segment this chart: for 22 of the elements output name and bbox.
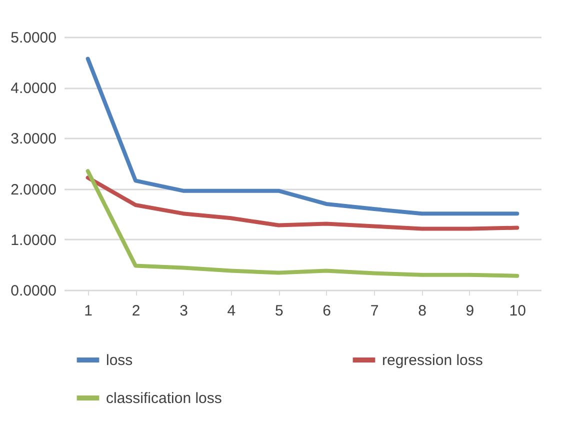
y-tick-label: 0.0000	[10, 282, 56, 300]
x-tick-label: 5	[274, 302, 284, 320]
line-series	[86, 176, 520, 231]
x-tick-label: 8	[418, 302, 426, 320]
y-tick-label: 1.0000	[10, 232, 56, 249]
y-tick-label: 5.0000	[10, 30, 56, 46]
x-tick-label: 3	[180, 302, 188, 320]
x-tick-label: 1	[84, 302, 93, 320]
line-series	[86, 169, 520, 278]
x-tick-label: 6	[322, 302, 332, 320]
y-tick-label: 2.0000	[10, 181, 56, 198]
x-tick-label: 9	[466, 302, 474, 320]
x-tick-label: 2	[132, 302, 140, 320]
legend-label: classification loss	[106, 390, 222, 407]
legend-label: regression loss	[382, 352, 483, 369]
y-tick-label: 4.0000	[10, 80, 56, 98]
line-series	[86, 56, 520, 216]
x-tick-label: 7	[370, 302, 379, 320]
x-tick-label: 10	[509, 302, 526, 320]
legend-label: loss	[106, 352, 133, 369]
x-tick-label: 4	[227, 302, 236, 320]
y-tick-label: 3.0000	[10, 130, 56, 148]
